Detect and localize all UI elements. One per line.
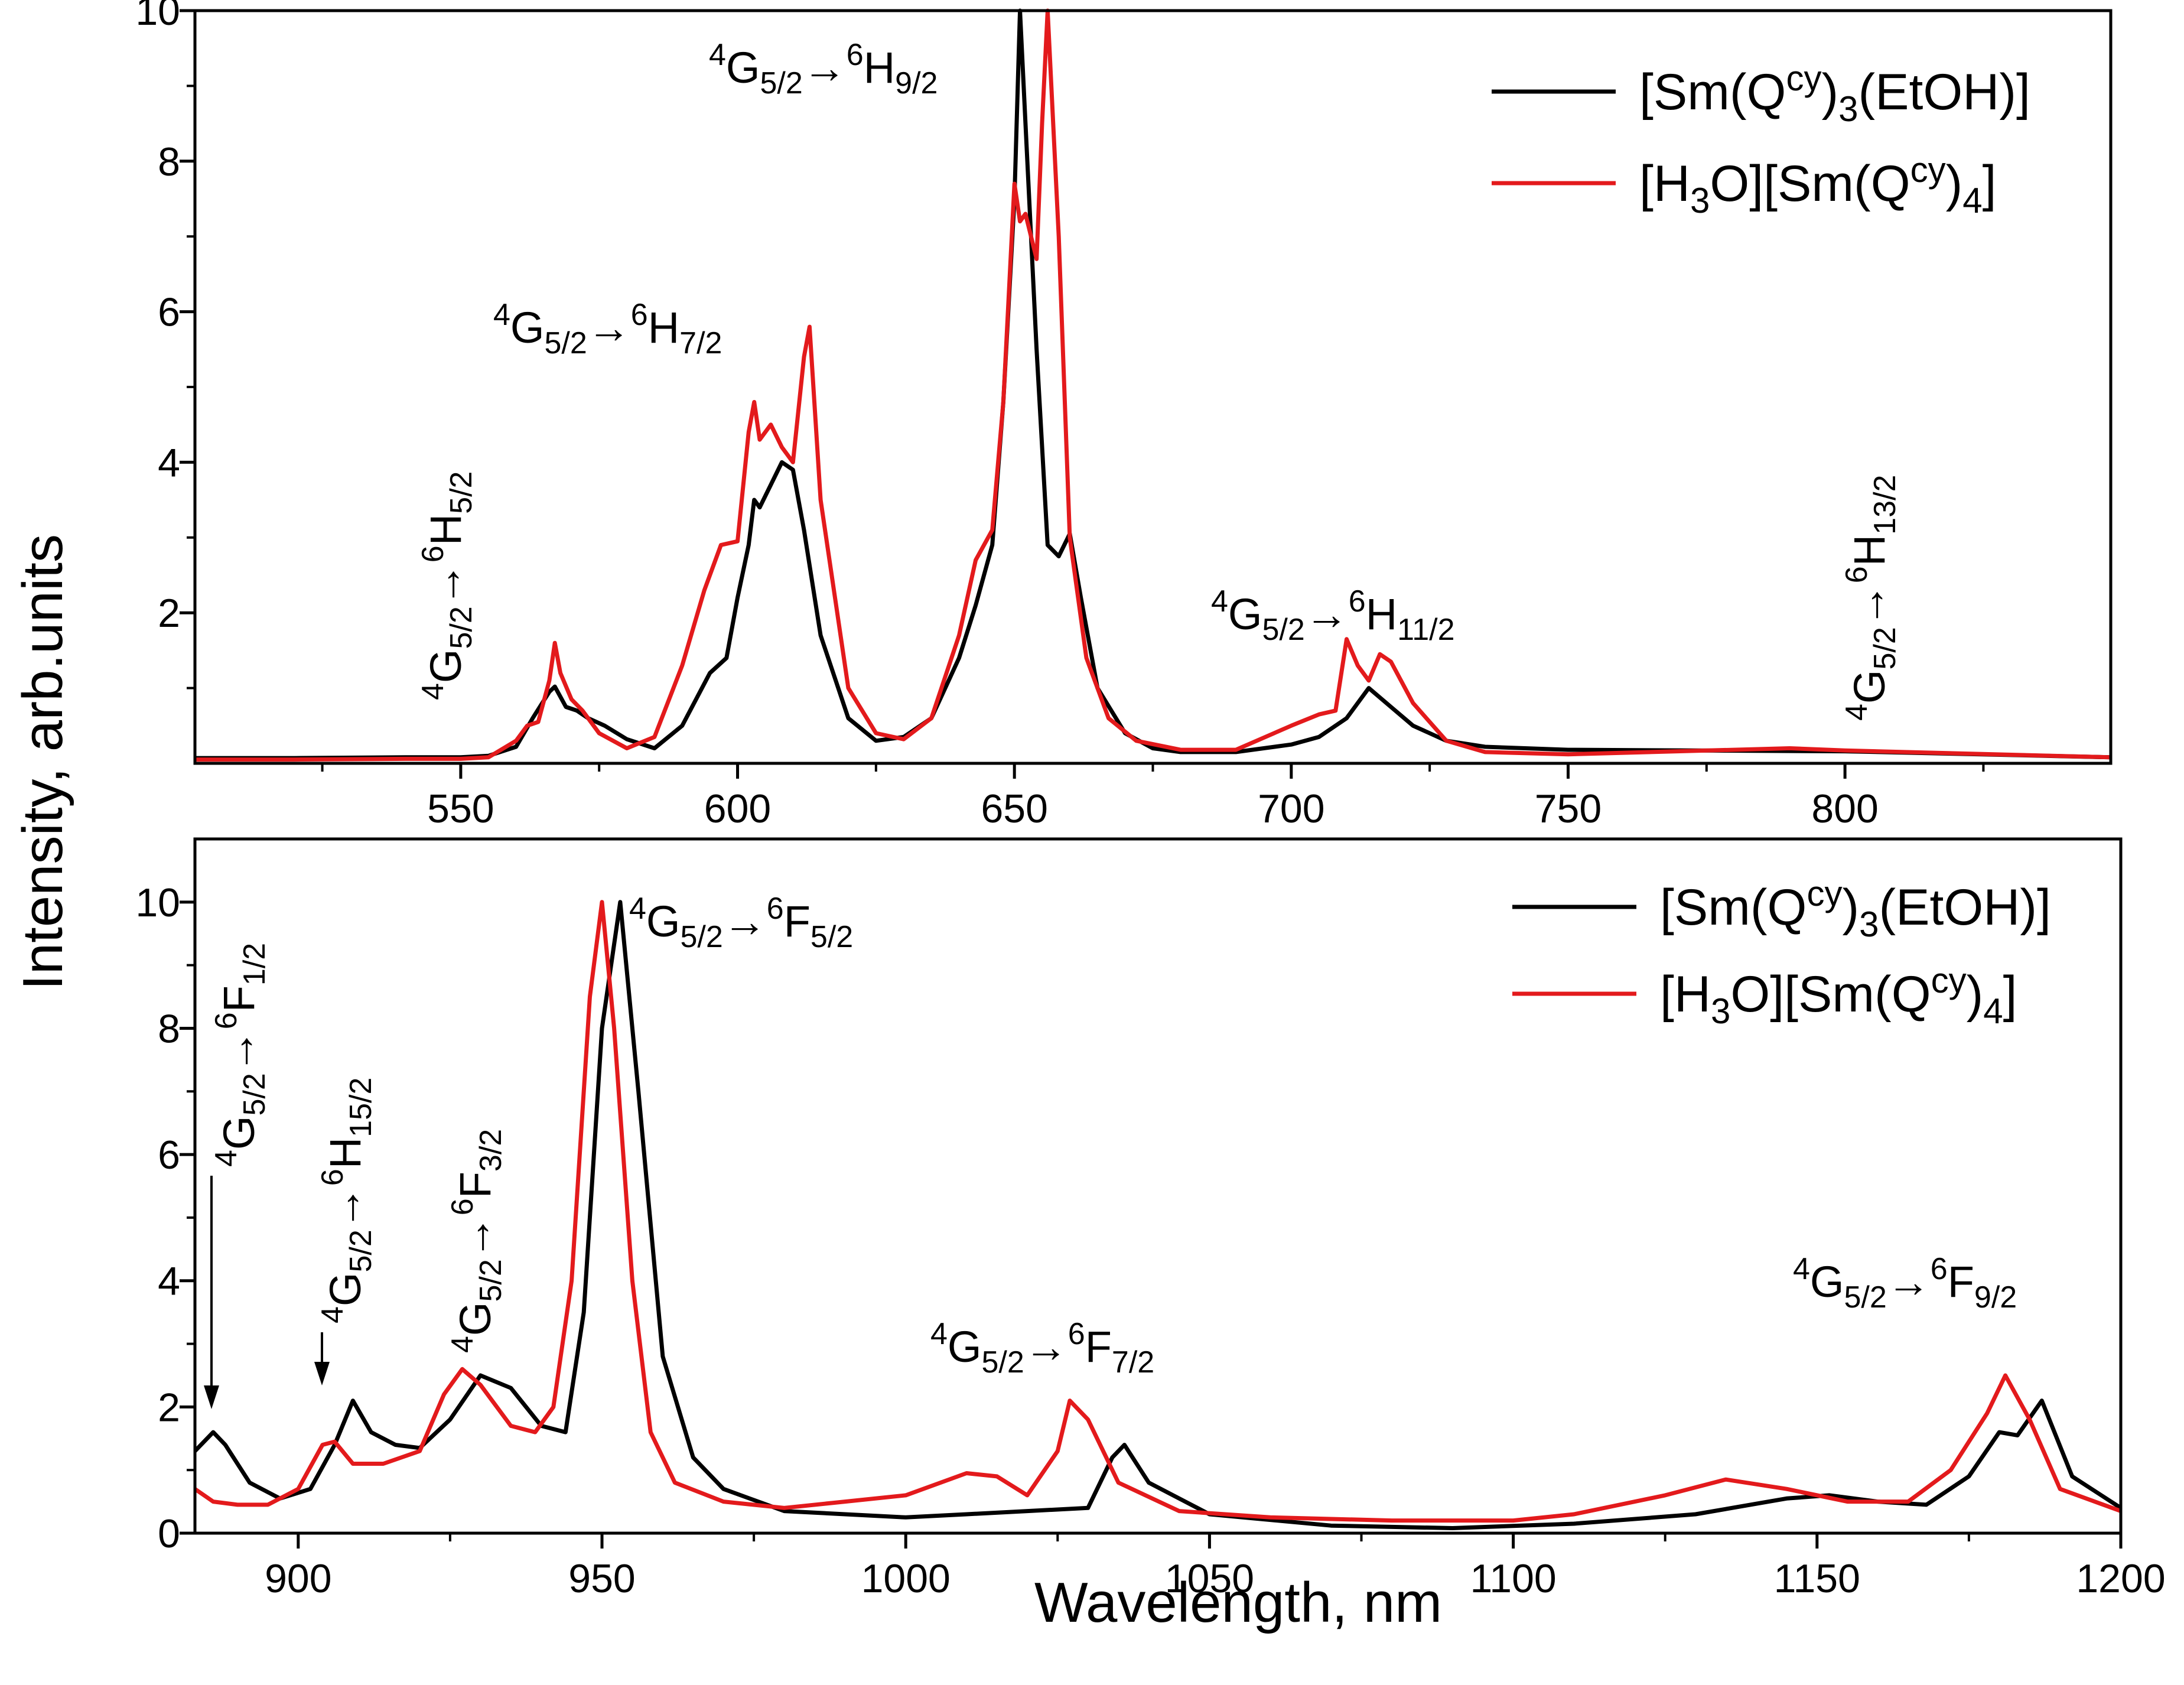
bottom-axis-ticks: 900 950 1000 1050 1100 1150 1200 0 2 4 6 8 10 <box>135 880 2165 1601</box>
f1-2-down-arrow <box>204 1176 219 1409</box>
top-y-tick-label: 6 <box>158 290 180 335</box>
bottom-y-tick-label: 2 <box>158 1385 180 1430</box>
bottom-y-tick-label: 8 <box>158 1006 180 1051</box>
bottom-x-tick-label: 1050 <box>1165 1556 1254 1601</box>
bottom-y-tick-label: 0 <box>158 1511 180 1556</box>
legend-label-series1: [Sm(Qcy)3(EtOH)] <box>1639 58 2030 129</box>
bottom-y-tick-label: 10 <box>135 880 180 925</box>
top-panel: 550 600 650 700 750 800 2 4 6 8 10 [Sm(Qcy)3(EtOH)… <box>135 0 2113 831</box>
bottom-panel: 900 950 1000 1050 1100 1150 1200 0 2 4 6 8 10 [Sm(Qc… <box>135 837 2166 1601</box>
bottom-series-line-1 <box>193 900 2122 1530</box>
top-series-line-1 <box>195 8 2111 760</box>
annotation-f9-2: 4G5/2→6F9/2 <box>1793 1252 2017 1315</box>
top-x-tick-label: 600 <box>704 786 771 831</box>
legend-label-series2: [H3O][Sm(Qcy)4] <box>1639 150 1997 220</box>
top-axis-ticks: 550 600 650 700 750 800 2 4 6 8 10 <box>135 0 1985 831</box>
bottom-x-tick-label: 1200 <box>2076 1556 2165 1601</box>
annotation-f5-2: 4G5/2→6F5/2 <box>629 892 853 954</box>
top-y-tick-label: 8 <box>158 139 180 184</box>
top-y-tick-label: 2 <box>158 591 180 636</box>
bottom-y-tick-label: 4 <box>158 1259 180 1304</box>
annotation-h7-2: 4G5/2→6H7/2 <box>493 298 722 360</box>
bottom-x-tick-label: 1000 <box>861 1556 951 1601</box>
annotation-f7-2: 4G5/2→6F7/2 <box>930 1317 1154 1380</box>
top-x-tick-label: 800 <box>1811 786 1878 831</box>
annotation-h11-2: 4G5/2→6H11/2 <box>1211 584 1455 647</box>
bottom-x-tick-label: 1100 <box>1470 1556 1556 1601</box>
bottom-plot-frame <box>193 837 2123 1535</box>
bottom-x-tick-label: 1150 <box>1774 1556 1860 1601</box>
top-x-tick-label: 550 <box>427 786 494 831</box>
bottom-y-tick-label: 6 <box>158 1133 180 1177</box>
annotation-f3-2: 4G5/2→6F3/2 <box>445 1129 508 1353</box>
bottom-series-line-2 <box>194 900 2122 1523</box>
bottom-series-group <box>193 900 2122 1530</box>
h15-2-down-arrow <box>314 1332 330 1385</box>
top-x-tick-label: 750 <box>1535 786 1602 831</box>
bottom-legend: [Sm(Qcy)3(EtOH)] [H3O][Sm(Qcy)4] <box>1512 874 2051 1031</box>
x-axis-title: Wavelength, nm <box>1034 1571 1442 1634</box>
annotation-h13-2: 4G5/2→6H13/2 <box>1840 475 1902 721</box>
y-axis-title: Intensity, arb.units <box>11 534 74 990</box>
annotation-f1-2: 4G5/2→6F1/2 <box>209 943 272 1167</box>
annotation-h5-2: 4G5/2→6H5/2 <box>416 471 479 700</box>
legend-label-series1-bottom: [Sm(Qcy)3(EtOH)] <box>1660 874 2051 944</box>
top-legend: [Sm(Qcy)3(EtOH)] [H3O][Sm(Qcy)4] <box>1492 58 2030 220</box>
top-y-tick-label: 4 <box>158 440 180 485</box>
top-x-tick-label: 700 <box>1258 786 1324 831</box>
bottom-x-tick-label: 950 <box>568 1556 635 1601</box>
legend-label-series2-bottom: [H3O][Sm(Qcy)4] <box>1660 961 2017 1031</box>
top-x-tick-label: 650 <box>981 786 1047 831</box>
bottom-x-tick-label: 900 <box>265 1556 331 1601</box>
top-y-tick-label: 10 <box>135 0 180 34</box>
top-plot-frame <box>193 9 2113 765</box>
annotation-h9-2: 4G5/2→6H9/2 <box>709 38 938 100</box>
top-series-line-2 <box>195 8 2111 762</box>
annotation-h15-2: 4G5/2→6H15/2 <box>315 1078 378 1323</box>
top-series-group <box>195 8 2111 762</box>
